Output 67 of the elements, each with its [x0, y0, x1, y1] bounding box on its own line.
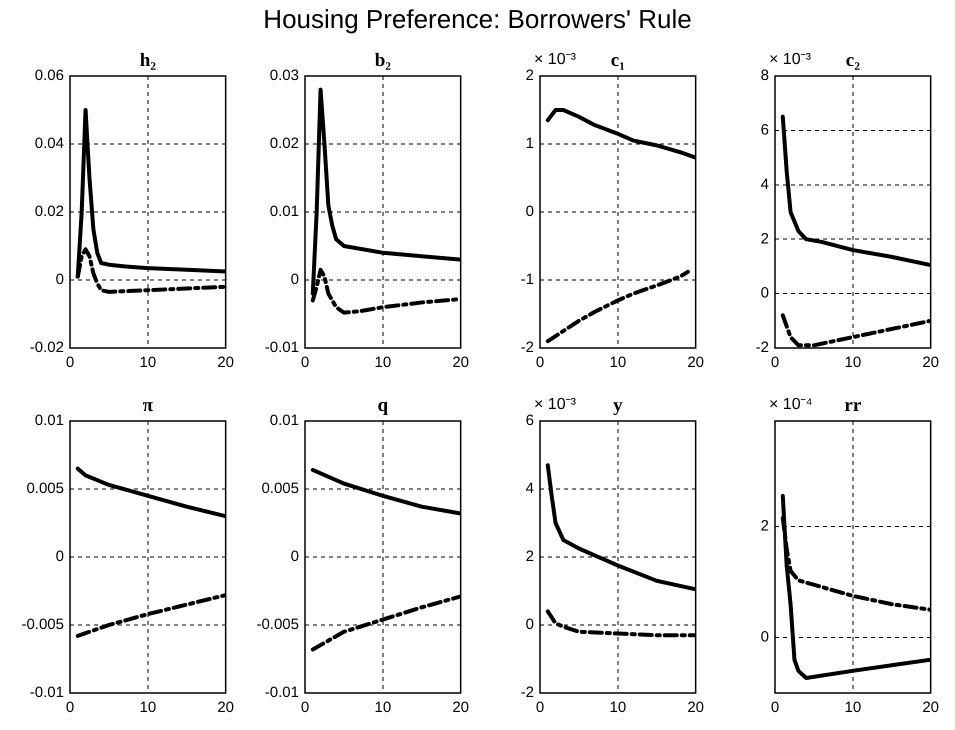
y-tick-label: 1 — [526, 135, 534, 152]
y-tick-label: 0.02 — [270, 135, 299, 152]
y-tick-label: -0.01 — [264, 339, 299, 356]
y-axis-title: × 10⁻³ — [769, 51, 812, 68]
x-tick-label: 20 — [922, 699, 939, 716]
y-tick-label: 0.01 — [270, 203, 299, 220]
y-tick-label: 0.01 — [270, 412, 299, 430]
x-tick-label: 20 — [452, 699, 469, 716]
x-tick-label: 20 — [687, 699, 704, 716]
y-tick-label: -0.01 — [264, 684, 299, 702]
y-axis-title: × 10⁻⁴ — [769, 396, 813, 413]
chart-title: π — [142, 395, 154, 416]
x-tick-label: 10 — [844, 699, 862, 716]
y-tick-label: 0.005 — [26, 480, 64, 498]
y-tick-label: 0 — [56, 271, 64, 288]
y-tick-label: 2 — [760, 518, 769, 535]
y-tick-label: 2 — [526, 67, 534, 84]
y-tick-label: 0 — [760, 628, 769, 646]
y-tick-label: -0.01 — [30, 684, 64, 702]
y-tick-label: -2 — [520, 339, 534, 356]
y-tick-label: 0 — [56, 548, 64, 566]
y-tick-label: 0.01 — [34, 412, 64, 430]
y-tick-label: 4 — [526, 480, 534, 498]
x-tick-label: 20 — [217, 699, 234, 716]
y-tick-label: 0 — [760, 284, 769, 302]
y-tick-label: 2 — [526, 548, 534, 566]
x-tick-label: 10 — [609, 699, 626, 716]
y-tick-label: 2 — [760, 230, 769, 248]
x-tick-label: 10 — [139, 699, 156, 716]
x-tick-label: 20 — [687, 354, 704, 372]
x-tick-label: 10 — [844, 354, 862, 372]
chart-title: q — [378, 395, 389, 416]
y-tick-label: -1 — [520, 271, 534, 288]
y-tick-label: 8 — [760, 67, 769, 84]
y-tick-label: 0.02 — [34, 203, 64, 220]
text: Housing Preference: Borrowers' Rule — [262, 4, 693, 35]
x-tick-label: 10 — [374, 699, 392, 716]
y-tick-label: 0.03 — [270, 67, 299, 84]
y-tick-label: -0.02 — [30, 339, 64, 356]
x-tick-label: 10 — [609, 354, 626, 372]
y-tick-label: 0.04 — [34, 135, 64, 152]
y-axis-title: × 10⁻³ — [534, 51, 577, 68]
y-tick-label: 0 — [526, 616, 534, 634]
chart-title: y — [613, 395, 624, 416]
y-tick-label: 0 — [290, 271, 299, 288]
chart-title: c₂ — [846, 50, 860, 71]
y-axis-title: × 10⁻³ — [534, 396, 577, 413]
x-tick-label: 20 — [922, 354, 939, 372]
y-tick-label: 6 — [526, 412, 534, 430]
y-tick-label: 0.005 — [261, 480, 299, 498]
x-tick-label: 20 — [452, 354, 469, 372]
y-tick-label: 6 — [760, 122, 769, 139]
chart-title: c₁ — [610, 50, 625, 71]
y-tick-label: 4 — [760, 176, 769, 193]
y-tick-label: -0.005 — [21, 616, 64, 634]
y-tick-label: 0.06 — [34, 67, 64, 84]
chart-title: h₂ — [140, 50, 156, 71]
x-tick-label: 10 — [139, 354, 156, 372]
chart-title: rr — [844, 395, 862, 416]
chart-title: b₂ — [374, 50, 392, 71]
y-tick-label: 0 — [290, 548, 299, 566]
y-tick-label: -2 — [520, 684, 534, 702]
x-tick-label: 10 — [374, 354, 392, 372]
y-tick-label: -0.005 — [256, 616, 299, 634]
y-tick-label: -2 — [756, 339, 769, 356]
x-tick-label: 20 — [217, 354, 234, 372]
y-tick-label: 0 — [526, 203, 534, 220]
